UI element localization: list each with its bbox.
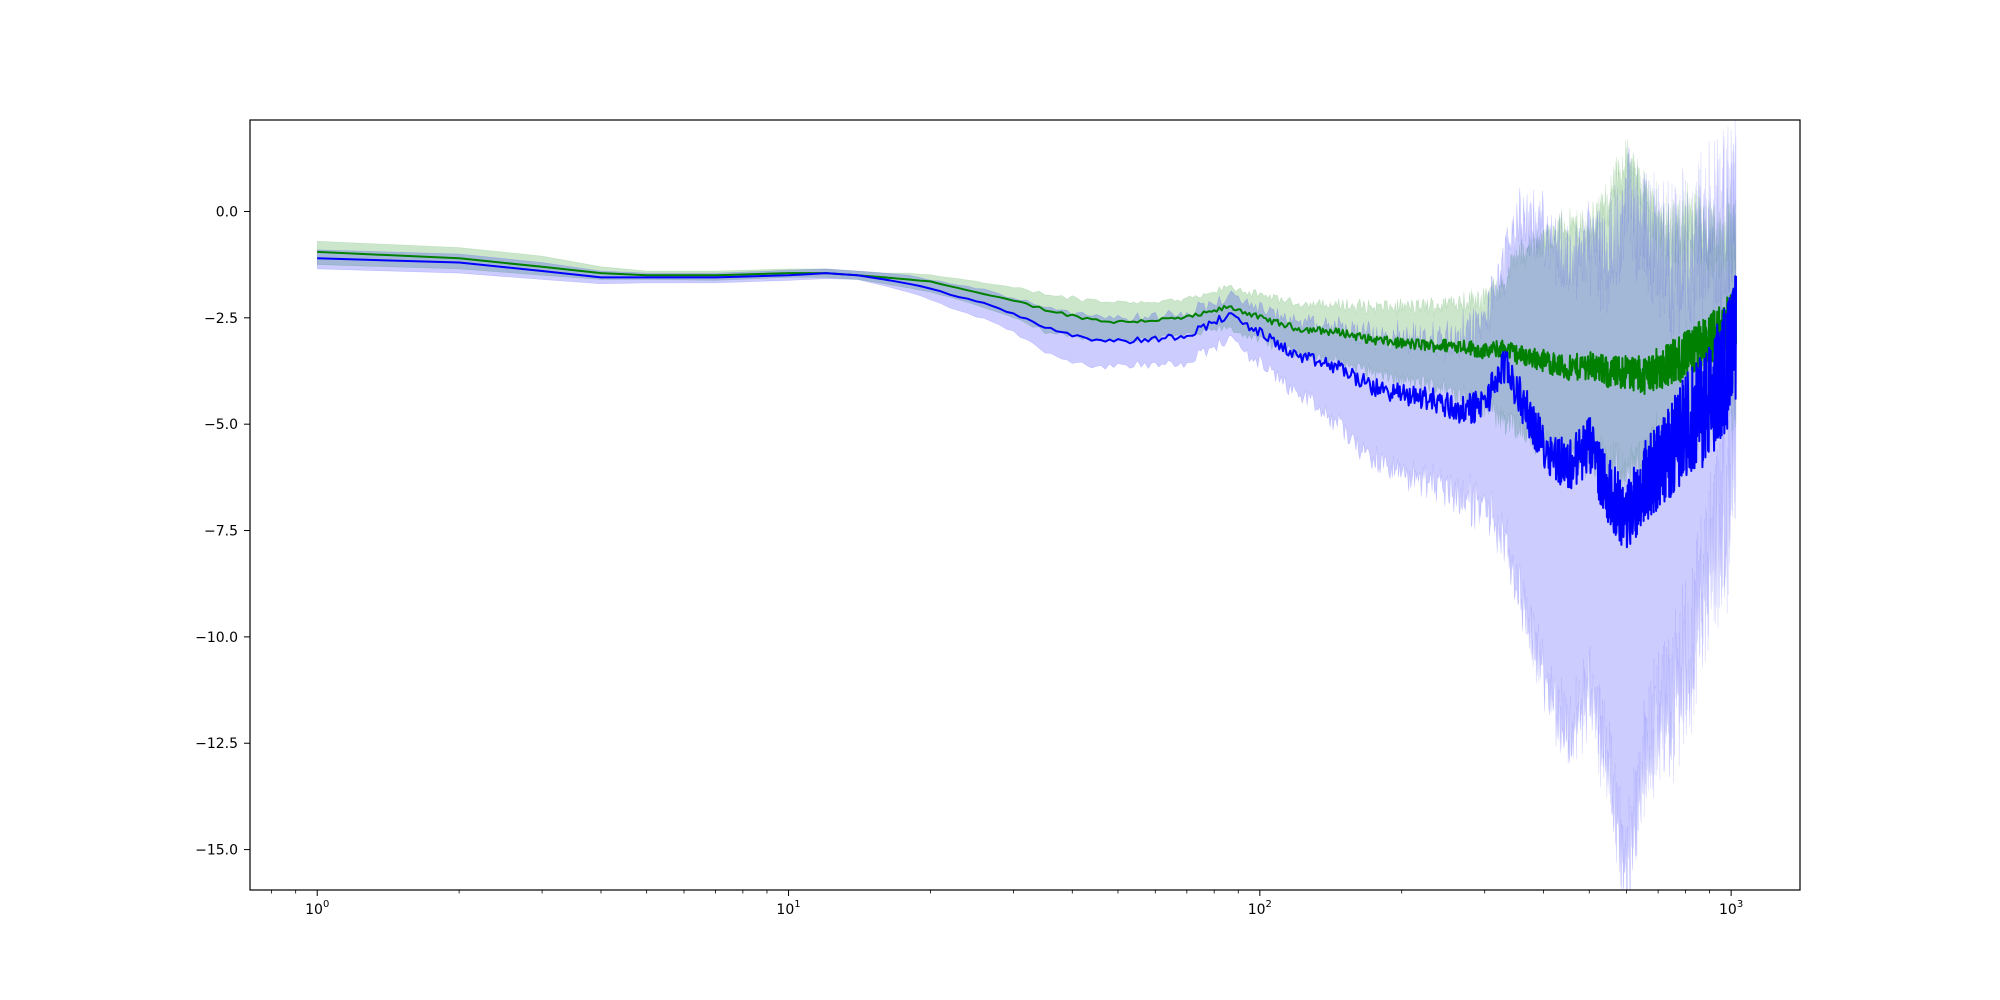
y-tick-label-4: −10.0 [195, 630, 238, 646]
y-axis: 0.0 −2.5 −5.0 −7.5 −10.0 −12.5 −15.0 [195, 204, 250, 859]
x-axis: 100 101 102 103 [271, 890, 1743, 918]
y-tick-label-0: 0.0 [216, 204, 238, 220]
series-lines [317, 250, 1737, 549]
y-tick-label-6: −15.0 [195, 843, 238, 859]
y-tick-label-3: −7.5 [204, 524, 238, 540]
x-tick-label-0: 100 [305, 899, 329, 918]
plot-area-frame [249, 119, 1801, 891]
x-tick-label-3: 103 [1719, 899, 1743, 918]
y-tick-label-5: −12.5 [195, 736, 238, 752]
y-tick-label-1: −2.5 [204, 311, 238, 327]
series-1-line [317, 257, 1737, 549]
x-tick-label-2: 102 [1248, 899, 1272, 918]
y-tick-label-2: −5.0 [204, 417, 238, 433]
series-0-line [317, 250, 1737, 395]
x-tick-label-1: 101 [776, 899, 800, 918]
